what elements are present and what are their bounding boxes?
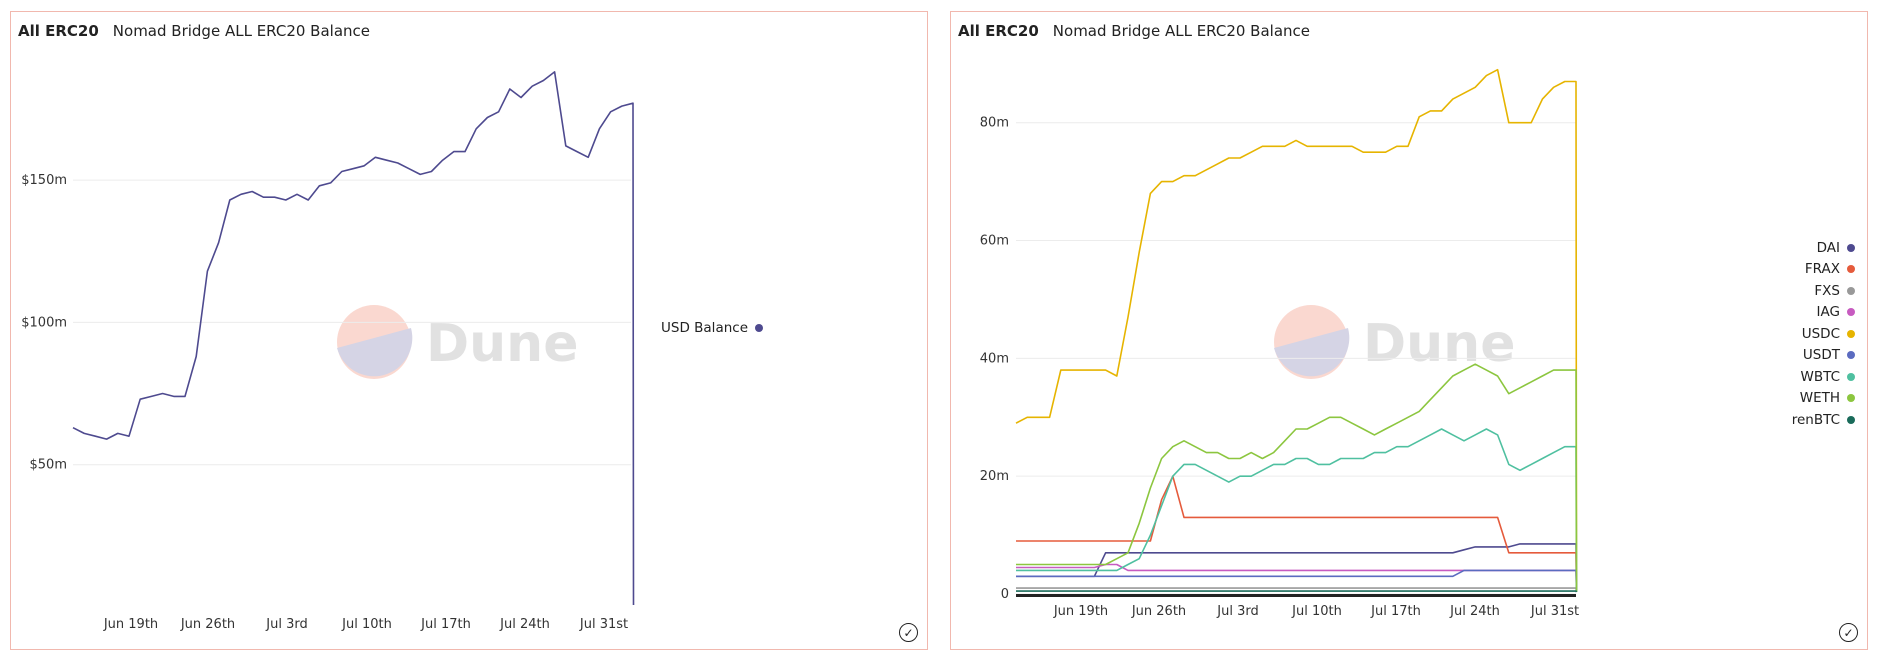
chart-title: Nomad Bridge ALL ERC20 Balance [112, 22, 371, 40]
watermark-label: Dune [1363, 314, 1515, 374]
legend-label: IAG [1816, 304, 1840, 321]
chart-legend: USD Balance [651, 317, 763, 339]
legend-swatch [1847, 286, 1855, 295]
dune-watermark: Dune [1274, 305, 1515, 379]
legend-item-frax[interactable]: FRAX [1591, 259, 1855, 281]
legend-item-dai[interactable]: DAI [1591, 237, 1855, 259]
legend-label: FXS [1814, 282, 1840, 299]
series-line-wbtc [1016, 428, 1578, 593]
legend-swatch [1847, 243, 1855, 252]
x-tick-label: Jul 10th [1291, 604, 1342, 619]
line-chart-usd-balance: Dune $50m $100m $150m Jun 19th Jun 26th Jul 3r… [21, 71, 635, 632]
x-tick-label: Jun 26th [180, 617, 235, 632]
legend-swatch [755, 323, 763, 332]
x-tick-label: Jul 3rd [1216, 604, 1258, 619]
chart-legend: DAI FRAX FXS IAG USDC USDT WBTC WETH renBTC [1591, 237, 1855, 431]
x-tick-label: Jun 26th [1131, 604, 1186, 619]
legend-swatch [1847, 265, 1855, 274]
chart-header: All ERC20 Nomad Bridge ALL ERC20 Balance [958, 22, 1310, 40]
x-tick-label: Jun 19th [1053, 604, 1108, 619]
legend-swatch [1847, 372, 1855, 381]
legend-swatch [1847, 415, 1855, 424]
legend-item-renbtc[interactable]: renBTC [1591, 409, 1855, 431]
watermark-label: Dune [426, 314, 578, 374]
series-line-fxs [1016, 587, 1578, 593]
x-tick-label: Jul 17th [420, 617, 471, 632]
x-tick-label: Jul 24th [499, 617, 550, 632]
legend-swatch [1847, 394, 1855, 403]
chart-title: Nomad Bridge ALL ERC20 Balance [1052, 22, 1311, 40]
legend-label: USDC [1801, 325, 1840, 342]
y-tick-label: 0 [1001, 587, 1009, 602]
series-line-usd-balance [72, 71, 635, 606]
chart-panel-token-balances: All ERC20 Nomad Bridge ALL ERC20 Balance … [950, 11, 1868, 650]
x-tick-label: Jul 31st [579, 617, 628, 632]
legend-swatch [1847, 351, 1855, 360]
legend-label: FRAX [1804, 261, 1840, 278]
legend-label: DAI [1816, 239, 1840, 256]
series-line-dai [1016, 543, 1578, 593]
legend-label: renBTC [1791, 411, 1840, 428]
series-line-weth [1016, 363, 1578, 593]
x-tick-label: Jul 10th [341, 617, 392, 632]
series-line-renbtc [1016, 590, 1578, 593]
legend-swatch [1847, 308, 1855, 317]
line-chart-token-balances: Dune 0 20m 40m 60m 80m Jun 19th Jun 26th Jul 3rd… [980, 68, 1579, 619]
chart-panel-usd-balance: All ERC20 Nomad Bridge ALL ERC20 Balance … [10, 11, 928, 650]
series-line-frax [1016, 475, 1578, 593]
series-line-usdt [1016, 569, 1578, 593]
legend-label: USDT [1802, 347, 1840, 364]
legend-item-wbtc[interactable]: WBTC [1591, 366, 1855, 388]
legend-item-iag[interactable]: IAG [1591, 302, 1855, 324]
x-tick-label: Jul 17th [1370, 604, 1421, 619]
check-circle-icon[interactable]: ✓ [899, 623, 918, 642]
y-tick-label: $100m [21, 315, 67, 330]
chart-header: All ERC20 Nomad Bridge ALL ERC20 Balance [18, 22, 370, 40]
x-tick-label: Jul 24th [1449, 604, 1500, 619]
legend-item-fxs[interactable]: FXS [1591, 280, 1855, 302]
legend-item-usdt[interactable]: USDT [1591, 345, 1855, 367]
legend-label: WETH [1799, 390, 1840, 407]
legend-label: WBTC [1800, 368, 1841, 385]
y-tick-label: 60m [980, 234, 1009, 249]
legend-item-usd-balance[interactable]: USD Balance [651, 317, 763, 339]
legend-item-usdc[interactable]: USDC [1591, 323, 1855, 345]
tab-all-erc20[interactable]: All ERC20 [18, 22, 99, 40]
legend-swatch [1847, 329, 1855, 338]
y-tick-label: 40m [980, 351, 1009, 366]
y-tick-label: $50m [30, 458, 67, 473]
x-tick-label: Jul 3rd [265, 617, 307, 632]
tab-all-erc20[interactable]: All ERC20 [958, 22, 1039, 40]
series-line-usdc [1015, 68, 1578, 593]
dune-watermark: Dune [337, 305, 578, 379]
x-tick-label: Jun 19th [103, 617, 158, 632]
y-tick-label: 80m [980, 116, 1009, 131]
x-tick-label: Jul 31st [1530, 604, 1579, 619]
y-tick-label: $150m [21, 173, 67, 188]
legend-item-weth[interactable]: WETH [1591, 388, 1855, 410]
check-circle-icon[interactable]: ✓ [1839, 623, 1858, 642]
legend-label: USD Balance [661, 319, 748, 336]
y-tick-label: 20m [980, 469, 1009, 484]
